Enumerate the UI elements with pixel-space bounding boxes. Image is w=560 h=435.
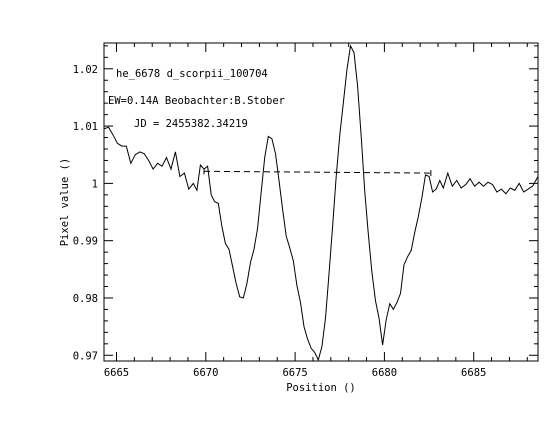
x-tick-label: 6670 xyxy=(193,367,218,379)
continuum-dashed-line xyxy=(203,170,431,174)
y-tick-label: 1.02 xyxy=(73,64,98,76)
annotation-observer: EW=0.14A Beobachter:B.Stober xyxy=(108,95,285,107)
x-tick-label: 6665 xyxy=(104,367,129,379)
y-tick-label: 1.01 xyxy=(73,121,98,133)
y-tick-label: 0.99 xyxy=(73,236,98,248)
plot-area-border xyxy=(103,42,539,362)
y-tick-label: 1 xyxy=(92,178,98,190)
y-axis-title: Pixel value () xyxy=(59,158,71,247)
annotations: he_6678 d_scorpii_100704 EW=0.14A Beobac… xyxy=(108,68,285,130)
x-tick-label: 6680 xyxy=(372,367,397,379)
x-tick-label: 6685 xyxy=(461,367,486,379)
x-axis: 6665 6670 6675 6680 6685 xyxy=(104,43,528,379)
annotation-object: he_6678 d_scorpii_100704 xyxy=(116,68,268,80)
spectrum-series-line xyxy=(103,44,539,362)
y-axis: 0.97 0.98 0.99 1 1.01 1.02 xyxy=(73,45,538,362)
plot-frame xyxy=(103,42,539,362)
x-axis-title: Position () xyxy=(286,382,356,394)
annotation-jd: JD = 2455382.34219 xyxy=(134,118,248,130)
x-tick-label: 6675 xyxy=(282,367,307,379)
y-tick-label: 0.98 xyxy=(73,293,98,305)
y-tick-label: 0.97 xyxy=(73,350,98,362)
